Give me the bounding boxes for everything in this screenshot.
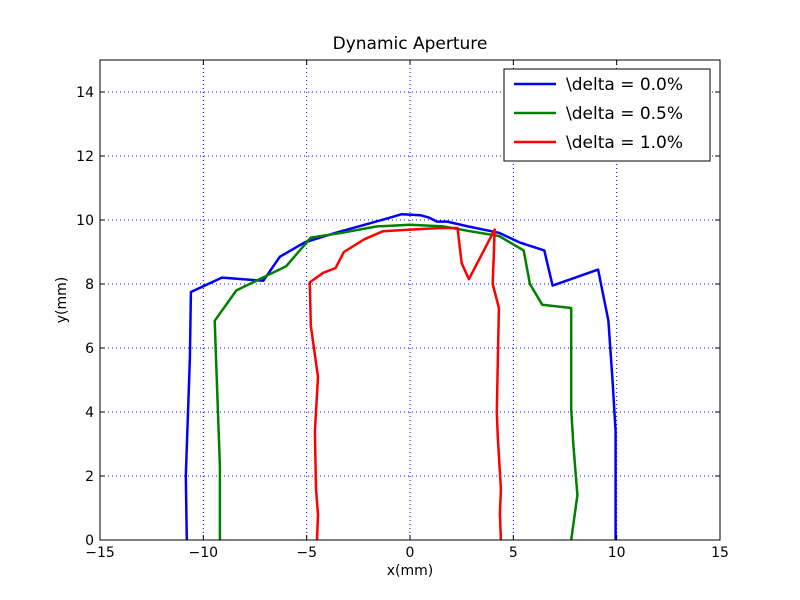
x-tick-label: −15 <box>85 545 115 561</box>
y-tick-label: 6 <box>85 341 94 357</box>
legend-label-2: \delta = 0.5% <box>566 104 683 124</box>
x-tick-label: −10 <box>189 545 219 561</box>
series-line-1 <box>184 212 617 541</box>
y-tick-label: 4 <box>85 405 94 421</box>
ticks <box>99 60 721 541</box>
x-tick-label: 0 <box>406 545 415 561</box>
legend-label-1: \delta = 0.0% <box>566 75 683 95</box>
y-tick-label: 10 <box>76 213 94 229</box>
x-tick-label: 15 <box>711 545 729 561</box>
series-line-2 <box>213 223 579 541</box>
series-line-3 <box>308 226 503 541</box>
legend-label-3: \delta = 1.0% <box>566 133 683 153</box>
y-tick-label: 2 <box>85 469 94 485</box>
x-tick-label: 10 <box>608 545 626 561</box>
chart-title: Dynamic Aperture <box>333 34 488 54</box>
x-tick-label: −5 <box>296 545 317 561</box>
y-tick-label: 0 <box>85 533 94 549</box>
y-tick-labels: 0 2 4 6 8 10 12 14 <box>76 85 94 549</box>
y-tick-label: 14 <box>76 85 94 101</box>
x-tick-labels: −15 −10 −5 0 5 10 15 <box>85 545 729 561</box>
x-tick-label: 5 <box>509 545 518 561</box>
y-tick-label: 8 <box>85 277 94 293</box>
y-tick-label: 12 <box>76 149 94 165</box>
series-lines <box>184 212 617 541</box>
legend: \delta = 0.0% \delta = 0.5% \delta = 1.0% <box>503 68 711 162</box>
x-axis-label: x(mm) <box>387 563 433 579</box>
y-axis-label: y(mm) <box>54 277 70 323</box>
